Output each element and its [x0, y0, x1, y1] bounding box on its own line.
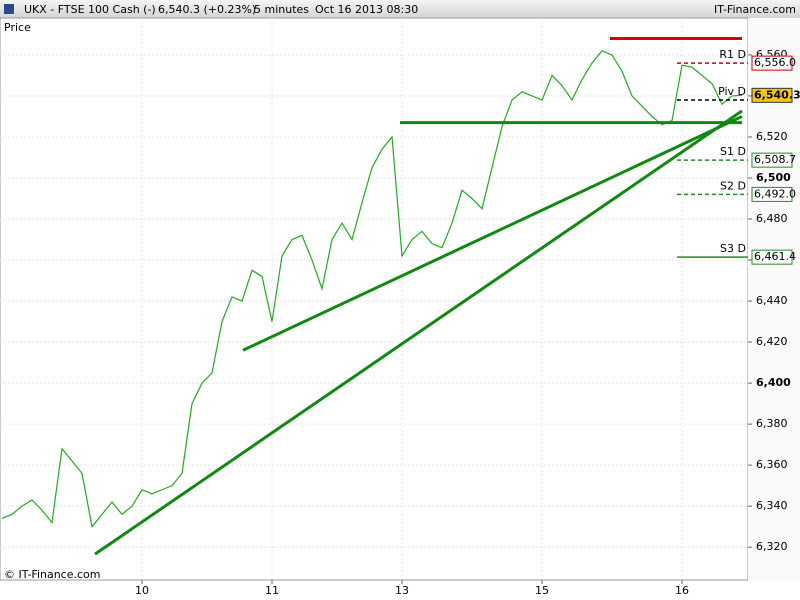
y-tick-label: 6,340 — [756, 499, 788, 512]
level-name: Piv D — [718, 85, 746, 98]
y-tick-label: 6,480 — [756, 212, 788, 225]
logo-icon — [4, 4, 14, 14]
brand: IT-Finance.com — [714, 3, 796, 16]
level-name: S3 D — [720, 242, 746, 255]
level-box — [751, 186, 793, 202]
y-axis-label: Price — [4, 21, 31, 34]
last-price-box — [751, 87, 793, 103]
date: Oct 16 2013 08:30 — [315, 3, 418, 16]
level-name: S1 D — [720, 145, 746, 158]
x-tick-label: 10 — [135, 584, 149, 597]
header-bar — [0, 0, 800, 18]
y-tick-label: 6,420 — [756, 335, 788, 348]
last-price: 6,540.3 — [754, 88, 800, 101]
level-value: 6,508.7 — [754, 153, 796, 166]
y-tick-label: 6,320 — [756, 540, 788, 553]
level-box — [751, 55, 793, 71]
level-value: 6,461.4 — [754, 250, 796, 263]
level-name: R1 D — [719, 48, 746, 61]
price-line — [1, 50, 743, 529]
quote: 6,540.3 (+0.23%) — [158, 3, 256, 16]
symbol: UKX - FTSE 100 Cash (-) — [24, 3, 156, 16]
trendline — [94, 109, 743, 556]
x-tick-label: 16 — [675, 584, 689, 597]
trendline — [242, 115, 743, 352]
y-tick-label: 6,400 — [756, 376, 791, 389]
level-value: 6,492.0 — [754, 187, 796, 200]
y-tick-label: 6,520 — [756, 130, 788, 143]
level-name: S2 D — [720, 179, 746, 192]
y-tick-label: 6,380 — [756, 417, 788, 430]
y-tick-label: 6,360 — [756, 458, 788, 471]
y-tick-label: 6,440 — [756, 294, 788, 307]
x-tick-label: 15 — [535, 584, 549, 597]
level-value: 6,556.0 — [754, 56, 796, 69]
plot-area — [0, 17, 749, 581]
y-axis-area — [748, 18, 800, 580]
level-box — [751, 152, 793, 168]
interval: 5 minutes — [254, 3, 309, 16]
x-tick-label: 13 — [395, 584, 409, 597]
x-tick-label: 11 — [265, 584, 279, 597]
level-box — [751, 249, 793, 265]
footer: © IT-Finance.com — [4, 568, 101, 581]
y-tick-label: 6,500 — [756, 171, 791, 184]
